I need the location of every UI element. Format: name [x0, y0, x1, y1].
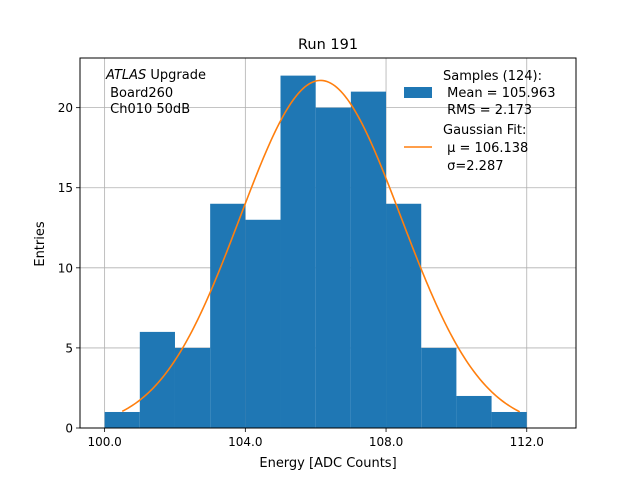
- x-tick-label: 108.0: [369, 435, 403, 449]
- gaussian-fit-curve: [121, 79, 521, 413]
- x-tick-label: 112.0: [510, 435, 544, 449]
- x-axis-label: Energy [ADC Counts]: [259, 456, 396, 471]
- annotation-line-2: Board260: [106, 86, 173, 101]
- histogram-bar: [139, 331, 175, 428]
- histogram-bar: [456, 395, 492, 428]
- legend-samples-line-1: Samples (124):: [443, 69, 542, 84]
- annotation-upgrade: Upgrade: [146, 68, 206, 83]
- legend-fit-line-2: μ = 106.138: [443, 141, 528, 156]
- y-axis-ticks: 0 5 10 15 20: [58, 101, 80, 436]
- x-axis-ticks: 100.0 104.0 108.0 112.0: [87, 428, 544, 449]
- y-tick-label: 0: [65, 422, 73, 436]
- y-tick-label: 15: [58, 181, 73, 195]
- histogram-bar: [245, 219, 281, 428]
- legend-samples-swatch: [404, 87, 432, 98]
- chart-title: Run 191: [298, 37, 358, 53]
- histogram-bar: [174, 347, 211, 428]
- y-axis-label: Entries: [33, 221, 48, 267]
- y-tick-label: 20: [58, 101, 73, 115]
- legend-samples-line-2: Mean = 105.963: [443, 86, 555, 101]
- histogram-bar: [210, 203, 246, 428]
- annotation-line-3: Ch010 50dB: [106, 102, 190, 117]
- legend-fit-line-3: σ=2.287: [443, 159, 503, 174]
- atlas-annotation: ATLAS Upgrade Board260 Ch010 50dB: [105, 68, 206, 117]
- histogram-bars: [104, 75, 527, 429]
- histogram-bar: [350, 91, 387, 429]
- y-tick-label: 5: [65, 341, 73, 355]
- legend-samples-line-3: RMS = 2.173: [443, 103, 532, 118]
- histogram-bar: [386, 203, 422, 428]
- y-tick-label: 10: [58, 261, 73, 275]
- annotation-line-1: ATLAS Upgrade: [105, 68, 206, 83]
- histogram-bar: [315, 107, 351, 428]
- annotation-atlas: ATLAS: [105, 68, 146, 83]
- x-tick-label: 100.0: [87, 435, 121, 449]
- histogram-bar: [491, 411, 527, 428]
- legend-fit-line-1: Gaussian Fit:: [443, 123, 526, 138]
- histogram-bar: [104, 411, 140, 428]
- legend: Samples (124): Mean = 105.963 RMS = 2.17…: [404, 69, 555, 174]
- plot-frame: [79, 57, 577, 429]
- histogram-bar: [280, 75, 316, 428]
- x-tick-label: 104.0: [228, 435, 262, 449]
- histogram-bar: [421, 347, 457, 428]
